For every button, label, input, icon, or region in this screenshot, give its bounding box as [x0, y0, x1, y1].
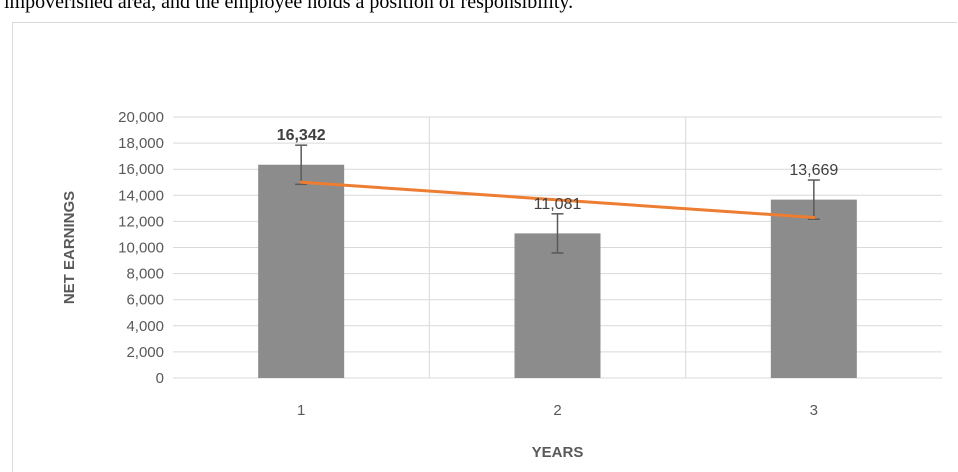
y-tick-label: 8,000 [126, 266, 164, 283]
bar [258, 164, 345, 378]
y-tick-label: 12,000 [118, 213, 164, 230]
trendline-layer [299, 180, 816, 219]
y-tick-label: 0 [156, 370, 164, 387]
x-tick-label: 2 [553, 402, 561, 419]
data-label: 13,669 [789, 162, 838, 179]
y-tick-label: 16,000 [118, 161, 164, 178]
labels: 0 2,000 4,000 6,000 8,000 10,000 12,000 14,000 1… [61, 109, 838, 461]
y-tick-label: 2,000 [126, 344, 164, 361]
data-label: 16,342 [277, 127, 326, 144]
error-bars [295, 144, 820, 254]
bar [514, 233, 601, 378]
document-text-line: impoverished area, and the employee hold… [4, 0, 574, 13]
y-tick-label: 4,000 [126, 318, 164, 335]
bars [258, 164, 857, 378]
x-axis-title: YEARS [532, 444, 584, 461]
x-tick-label: 1 [297, 402, 305, 419]
y-tick-label: 18,000 [118, 135, 164, 152]
x-tick-label: 3 [810, 402, 818, 419]
y-tick-label: 14,000 [118, 187, 164, 204]
y-tick-label: 10,000 [118, 240, 164, 257]
y-tick-label: 20,000 [118, 109, 164, 126]
bar [770, 199, 857, 378]
data-label: 11,081 [534, 196, 582, 213]
y-axis-title: NET EARNINGS [61, 191, 78, 304]
chart-frame [12, 22, 957, 472]
y-tick-label: 6,000 [126, 292, 164, 309]
trendline [299, 180, 816, 219]
